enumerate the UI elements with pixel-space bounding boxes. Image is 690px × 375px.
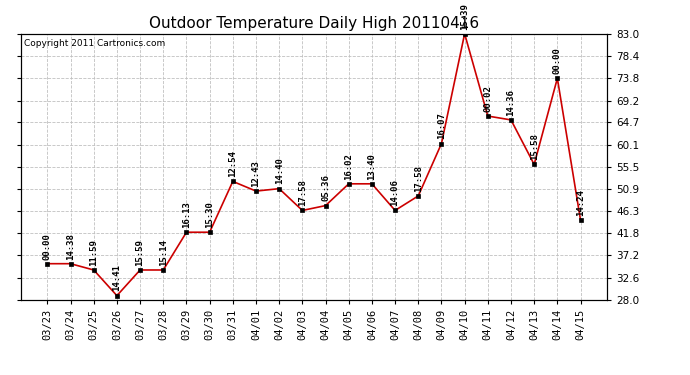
Text: 16:13: 16:13 [182,201,191,228]
Text: 15:58: 15:58 [530,134,539,160]
Text: 14:41: 14:41 [112,265,121,291]
Text: 12:43: 12:43 [251,160,261,187]
Text: 00:00: 00:00 [553,47,562,74]
Text: 14:06: 14:06 [391,179,400,206]
Text: 05:36: 05:36 [321,174,330,201]
Text: 14:38: 14:38 [66,232,75,260]
Text: 16:02: 16:02 [344,153,353,180]
Text: 17:58: 17:58 [298,179,307,206]
Text: 14:24: 14:24 [576,189,585,216]
Text: 00:02: 00:02 [483,85,492,112]
Text: 14:40: 14:40 [275,158,284,184]
Text: Copyright 2011 Cartronics.com: Copyright 2011 Cartronics.com [23,39,165,48]
Text: 11:59: 11:59 [89,239,98,266]
Text: 13:40: 13:40 [367,153,377,180]
Text: 00:00: 00:00 [43,232,52,260]
Text: 15:30: 15:30 [205,201,214,228]
Text: 15:59: 15:59 [136,239,145,266]
Text: 16:07: 16:07 [437,112,446,140]
Text: 15:39: 15:39 [460,3,469,30]
Text: 12:54: 12:54 [228,150,237,177]
Text: 17:58: 17:58 [414,165,423,192]
Text: 14:36: 14:36 [506,89,515,116]
Text: 15:14: 15:14 [159,239,168,266]
Title: Outdoor Temperature Daily High 20110416: Outdoor Temperature Daily High 20110416 [149,16,479,31]
